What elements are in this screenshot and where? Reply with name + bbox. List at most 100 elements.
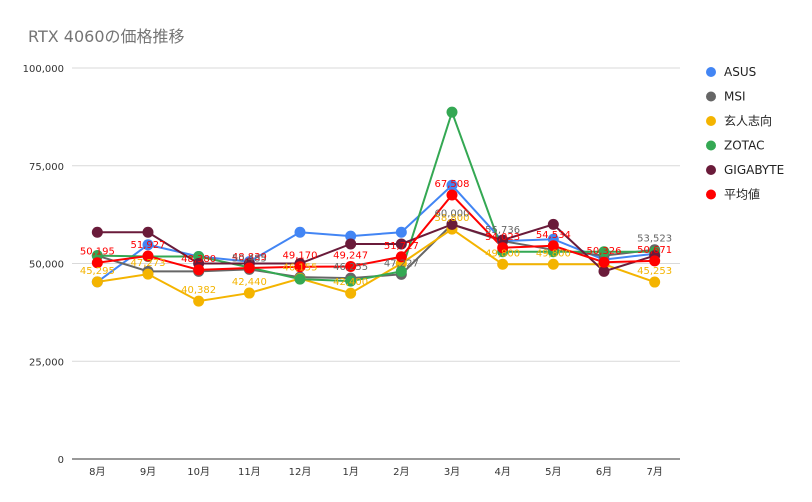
data-label: 51,927 bbox=[131, 240, 166, 251]
data-point bbox=[294, 226, 306, 238]
data-label: 49,800 bbox=[485, 248, 520, 259]
data-point bbox=[142, 239, 154, 251]
y-axis: 0 25,000 50,000 75,000 100,000 bbox=[23, 64, 64, 466]
data-label: 58,800 bbox=[435, 213, 470, 224]
data-point bbox=[345, 238, 357, 250]
data-label: 47,227 bbox=[384, 258, 419, 269]
legend-label: 平均値 bbox=[724, 187, 760, 202]
data-label: 55,736 bbox=[485, 225, 520, 236]
data-label: 47,273 bbox=[131, 258, 166, 269]
legend-marker bbox=[706, 91, 716, 102]
data-label: 50,671 bbox=[637, 245, 672, 256]
data-point bbox=[446, 106, 458, 118]
data-label: 53,523 bbox=[637, 234, 672, 245]
x-tick-label: 12月 bbox=[289, 466, 312, 478]
data-label: 46,155 bbox=[283, 263, 318, 274]
data-label: 54,023 bbox=[485, 232, 520, 243]
x-tick-label: 5月 bbox=[545, 466, 561, 478]
data-labels: 50,195 51,927 48,380 48,839 49,170 49,247 51,7… bbox=[80, 179, 672, 296]
data-label: 42,400 bbox=[333, 277, 368, 288]
x-tick-label: 10月 bbox=[187, 466, 210, 478]
data-label: 40,382 bbox=[181, 285, 216, 296]
data-point bbox=[547, 218, 559, 230]
series-line bbox=[97, 193, 655, 271]
y-tick-label: 0 bbox=[58, 455, 64, 466]
data-point bbox=[243, 262, 255, 274]
series-line bbox=[97, 109, 655, 283]
data-point bbox=[142, 250, 154, 262]
data-point bbox=[598, 256, 610, 268]
data-label: 46,255 bbox=[333, 262, 368, 273]
data-point bbox=[91, 257, 103, 269]
data-label: 49,800 bbox=[536, 248, 571, 259]
series-line bbox=[96, 183, 655, 283]
data-label: 48,839 bbox=[232, 252, 267, 263]
legend-marker bbox=[706, 67, 716, 77]
data-point bbox=[497, 258, 509, 270]
y-tick-label: 50,000 bbox=[29, 260, 64, 271]
data-point bbox=[91, 226, 103, 238]
legend-label: MSI bbox=[724, 90, 746, 104]
data-label: 51,717 bbox=[384, 241, 419, 252]
data-point bbox=[649, 255, 661, 267]
data-point bbox=[294, 261, 306, 273]
data-point bbox=[193, 295, 205, 307]
data-point bbox=[547, 258, 559, 270]
data-point bbox=[395, 265, 407, 277]
series-points bbox=[91, 106, 661, 307]
data-label: 50,485 bbox=[232, 253, 267, 264]
data-point bbox=[395, 238, 407, 250]
data-point bbox=[649, 276, 661, 288]
series-lines bbox=[96, 109, 655, 303]
legend-label: 玄人志向 bbox=[724, 113, 772, 128]
data-point bbox=[193, 264, 205, 276]
legend-marker bbox=[706, 140, 716, 151]
x-axis: 8月 9月 10月 11月 12月 1月 2月 3月 4月 5月 6月 7月 bbox=[89, 466, 663, 478]
y-tick-label: 75,000 bbox=[29, 162, 64, 173]
data-point bbox=[395, 251, 407, 263]
data-point bbox=[497, 234, 509, 246]
x-tick-label: 9月 bbox=[140, 466, 156, 478]
legend-label: GIGABYTE bbox=[724, 163, 784, 177]
y-tick-label: 100,000 bbox=[23, 64, 64, 75]
data-point bbox=[345, 275, 357, 287]
x-tick-label: 1月 bbox=[342, 466, 358, 478]
data-label: 45,253 bbox=[637, 266, 672, 277]
data-label: 54,534 bbox=[536, 230, 571, 241]
data-label: 45,295 bbox=[80, 266, 115, 277]
data-point bbox=[446, 189, 458, 201]
data-point bbox=[547, 240, 559, 252]
data-label: 49,170 bbox=[283, 251, 318, 262]
x-tick-label: 2月 bbox=[393, 466, 409, 478]
data-point bbox=[142, 226, 154, 238]
data-point bbox=[598, 246, 610, 258]
data-label: 48,380 bbox=[181, 254, 216, 265]
x-tick-label: 4月 bbox=[494, 466, 510, 478]
legend-marker bbox=[706, 116, 716, 126]
legend-label: ZOTAC bbox=[724, 139, 764, 153]
data-point bbox=[142, 268, 154, 280]
data-point bbox=[294, 273, 306, 285]
legend: ASUS MSI 玄人志向 ZOTAC GIGABYTE 平均値 bbox=[706, 65, 784, 202]
series-line bbox=[97, 227, 655, 303]
data-point bbox=[497, 242, 509, 254]
x-tick-label: 11月 bbox=[238, 466, 261, 478]
data-point bbox=[345, 260, 357, 272]
data-label: 60,000 bbox=[435, 208, 470, 219]
data-label: 42,440 bbox=[232, 277, 267, 288]
series-line bbox=[97, 223, 655, 273]
data-label: 49,247 bbox=[333, 250, 368, 261]
legend-marker bbox=[706, 189, 716, 200]
data-label: 50,195 bbox=[80, 247, 115, 258]
data-point bbox=[345, 287, 357, 299]
legend-label: ASUS bbox=[724, 65, 756, 79]
data-point bbox=[446, 179, 458, 191]
x-tick-label: 6月 bbox=[596, 466, 612, 478]
chart-title: RTX 4060の価格推移 bbox=[28, 27, 185, 46]
data-point bbox=[243, 287, 255, 299]
x-tick-label: 8月 bbox=[89, 466, 105, 478]
data-point bbox=[446, 218, 458, 230]
data-point bbox=[345, 230, 357, 242]
